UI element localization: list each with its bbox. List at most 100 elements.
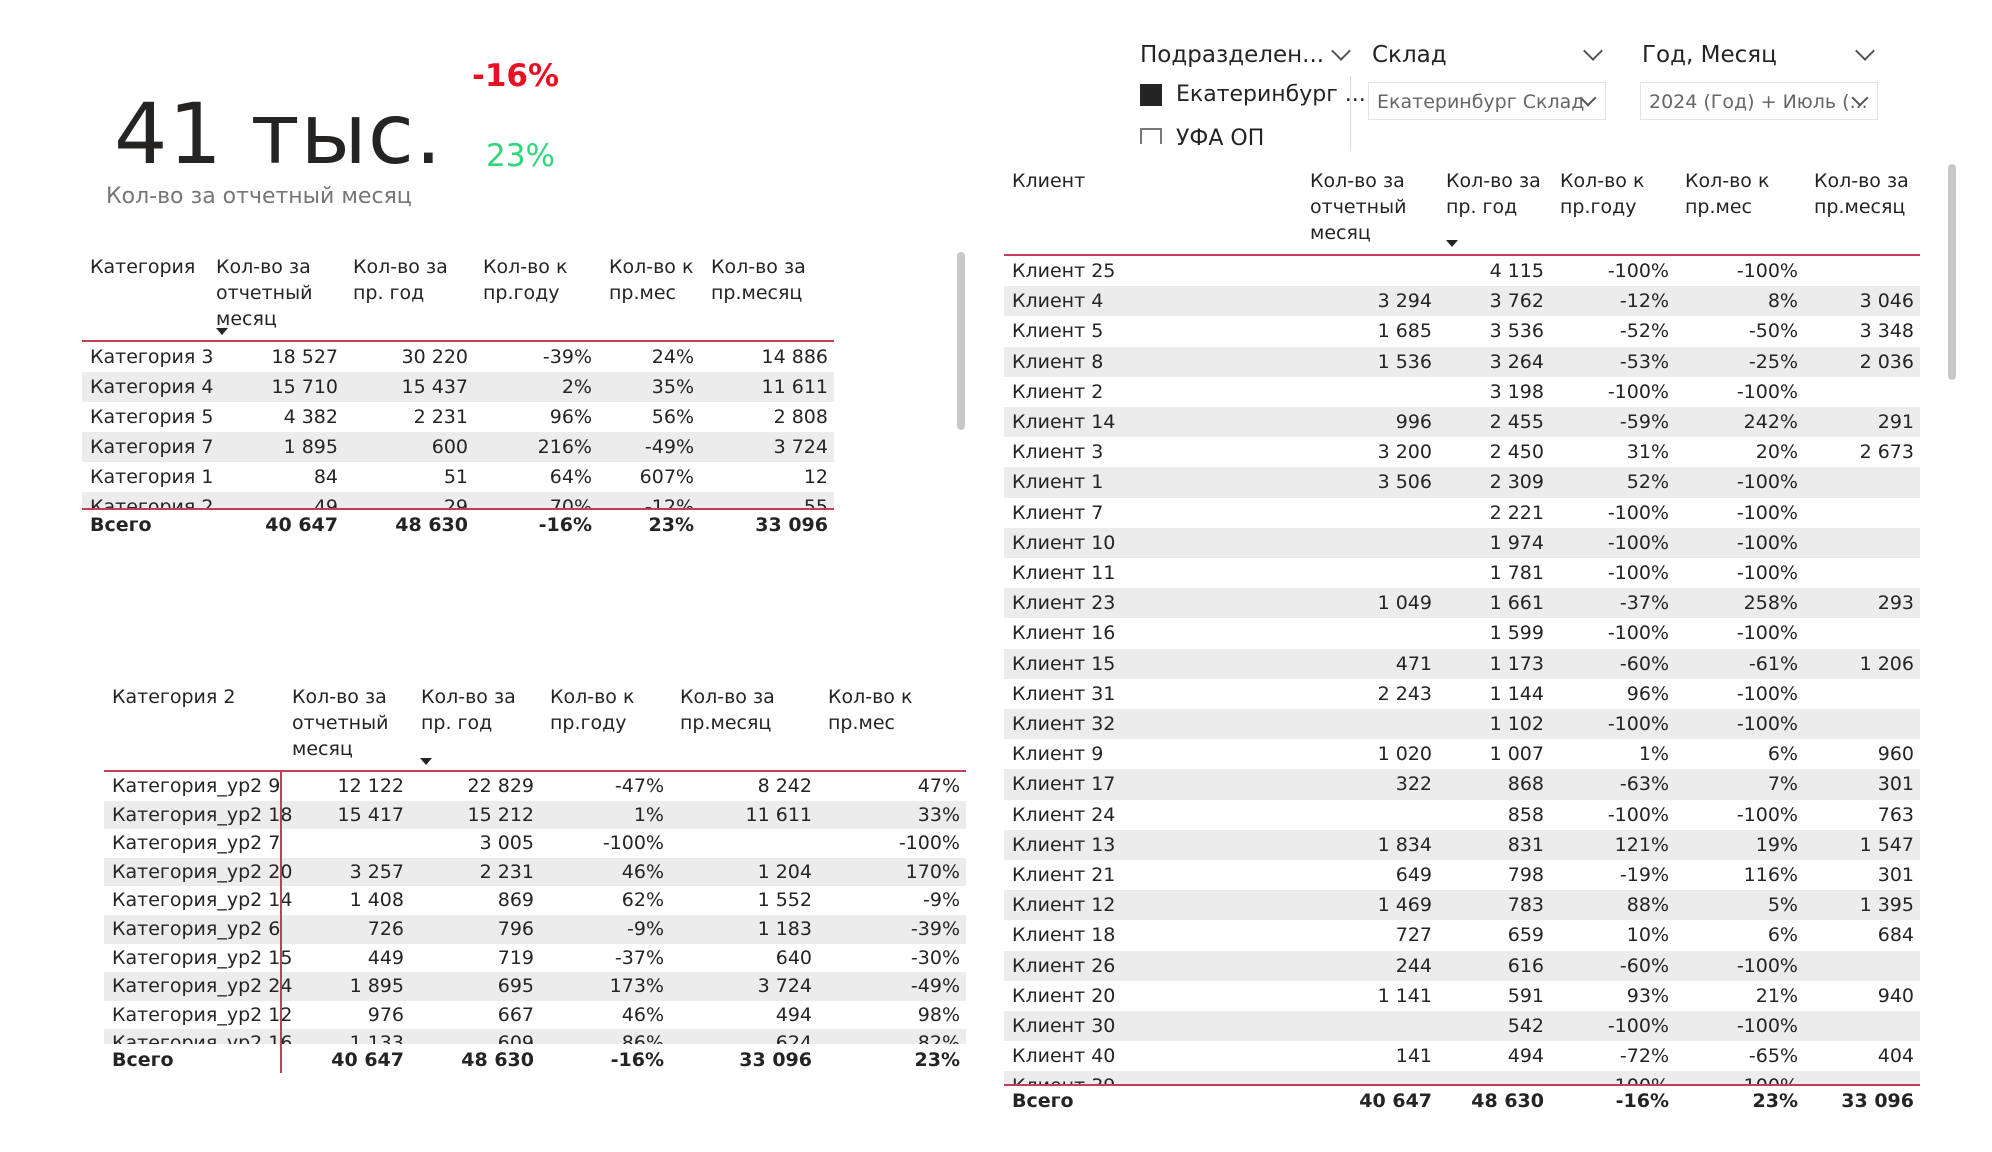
total-value: 23% [914,1049,960,1071]
column-header[interactable]: Категория 2 [112,686,236,708]
table-row[interactable]: Клиент 16 1 599 -100% -100% [1004,618,1920,648]
total-value: 23% [1752,1090,1798,1112]
table-cell: 98% [917,1003,960,1026]
table-cell: 3 724 [773,436,828,458]
table-row[interactable]: Клиент 17 322 868 -63% 7% 301 [1004,769,1920,800]
column-header[interactable]: Кол-во к пр.мес [828,686,913,734]
table-row[interactable]: Клиент 7 2 221 -100% -100% [1004,498,1920,528]
table-row[interactable]: Клиент 25 4 115 -100% -100% [1004,256,1920,286]
table-cell: 10% [1626,924,1669,947]
table-row[interactable]: Категория_ур2 7 3 005 -100% -100% [104,829,966,858]
column-header[interactable]: Кол-во за пр. год [353,256,448,304]
table-cell: 293 [1877,592,1914,615]
table-row[interactable]: Клиент 10 1 974 -100% -100% [1004,527,1920,558]
division-option-1-checkbox[interactable] [1140,84,1162,106]
table-row[interactable]: Категория_ур2 15 449 719 -37% 640 -30% [104,944,966,973]
table-row[interactable]: Клиент 14 996 2 455 -59% 242% 291 [1004,407,1920,438]
chevron-down-icon[interactable] [1331,41,1351,61]
period-dropdown[interactable]: 2024 (Год) + Июль (... [1640,82,1878,120]
table-row[interactable]: Категория_ур2 9 12 122 22 829 -47% 8 242 47% [104,772,966,801]
table-row[interactable]: Клиент 15 471 1 173 -60% -61% 1 206 [1004,648,1920,679]
table-row[interactable]: Клиент 21 649 798 -19% 116% 301 [1004,860,1920,890]
total-value: 48 630 [1471,1090,1544,1112]
table-row[interactable]: Клиент 39 -100% -100% [1004,1071,1920,1084]
table-cell: 4 382 [283,406,338,428]
table-row[interactable]: Категория_ур2 6 726 796 -9% 1 183 -39% [104,915,966,944]
table-row[interactable]: Клиент 13 1 834 831 121% 19% 1 547 [1004,829,1920,860]
client-table-scrollbar[interactable] [1948,164,1956,380]
table-row[interactable]: Клиент 4 3 294 3 762 -12% 8% 3 046 [1004,286,1920,317]
table-row[interactable]: Клиент 20 1 141 591 93% 21% 940 [1004,981,1920,1011]
table-cell: 1 547 [1859,833,1914,856]
table-row[interactable]: Категория 3 18 527 30 220 -39% 24% 14 886 [82,342,834,372]
column-header[interactable]: Кол-во за пр. год [1446,170,1541,218]
column-header[interactable]: Категория [90,256,196,278]
column-header[interactable]: Клиент [1012,170,1086,192]
table-row[interactable]: Клиент 5 1 685 3 536 -52% -50% 3 348 [1004,316,1920,346]
table-row[interactable]: Клиент 12 1 469 783 88% 5% 1 395 [1004,890,1920,921]
table-row[interactable]: Категория 7 1 895 600 216% -49% 3 724 [82,432,834,462]
table-row[interactable]: Клиент 30 542 -100% -100% [1004,1011,1920,1042]
table-row[interactable]: Клиент 1 3 506 2 309 52% -100% [1004,467,1920,498]
chevron-down-icon[interactable] [1583,41,1603,61]
table-row[interactable]: Категория_ур2 24 1 895 695 173% 3 724 -49% [104,972,966,1001]
category-table[interactable]: Категория Кол-во за отчетный месяц Кол-во … [82,254,834,544]
table-cell: 11 611 [761,376,828,398]
table-row[interactable]: Клиент 32 1 102 -100% -100% [1004,709,1920,740]
table-cell: 404 [1877,1045,1914,1068]
table-row[interactable]: Категория 5 4 382 2 231 96% 56% 2 808 [82,402,834,432]
column-header[interactable]: Кол-во к пр.году [483,256,568,304]
column-header[interactable]: Кол-во за пр. год [421,686,516,734]
column-header[interactable]: Кол-во за пр.месяц [680,686,775,734]
table-body: Категория 3 18 527 30 220 -39% 24% 14 886 Кате… [82,342,834,508]
table-row[interactable]: Клиент 23 1 049 1 661 -37% 258% 293 [1004,588,1920,619]
table-row[interactable]: Клиент 26 244 616 -60% -100% [1004,950,1920,981]
table-row[interactable]: Категория_ур2 18 15 417 15 212 1% 11 611 33% [104,800,966,830]
table-cell: Клиент 12 [1012,894,1116,917]
table-cell: 24% [651,346,694,368]
table-row[interactable]: Клиент 31 2 243 1 144 96% -100% [1004,679,1920,709]
division-slicer-scrollbar[interactable] [1350,76,1351,150]
division-option-2-checkbox[interactable] [1140,128,1162,144]
table-cell: Клиент 7 [1012,501,1104,524]
column-header[interactable]: Кол-во за отчетный месяц [216,256,313,330]
category-table-scrollbar[interactable] [957,252,965,430]
table-cell: -100% [1607,1015,1669,1037]
table-row[interactable]: Клиент 24 858 -100% -100% 763 [1004,800,1920,830]
column-header[interactable]: Кол-во за отчетный месяц [1310,170,1407,244]
table-row[interactable]: Категория 4 15 710 15 437 2% 35% 11 611 [82,372,834,402]
table-cell: -100% [1736,682,1798,705]
division-option-2-label[interactable]: УФА ОП [1176,126,1265,146]
column-header[interactable]: Кол-во к пр.мес [609,256,694,304]
column-header[interactable]: Кол-во к пр.году [550,686,635,734]
table-row[interactable]: Категория 1 84 51 64% 607% 12 [82,462,834,492]
table-row[interactable]: Категория_ур2 14 1 408 869 62% 1 552 -9% [104,886,966,915]
table-row[interactable]: Категория_ур2 12 976 667 46% 494 98% [104,1001,966,1030]
table-cell: Клиент 21 [1012,864,1116,886]
table-row[interactable]: Категория_ур2 20 3 257 2 231 46% 1 204 170% [104,857,966,887]
table-row[interactable]: Клиент 3 3 200 2 450 31% 20% 2 673 [1004,437,1920,467]
table-cell: 796 [497,918,534,940]
chevron-down-icon[interactable] [1855,41,1875,61]
division-option-1-label[interactable]: Екатеринбург ... [1176,82,1366,107]
table-row[interactable]: Клиент 40 141 494 -72% -65% 404 [1004,1041,1920,1071]
category2-table[interactable]: Категория 2 Кол-во за отчетный месяц Кол-в… [104,684,966,1084]
table-row[interactable]: Категория_ур2 16 1 133 609 86% 624 82% [104,1029,966,1044]
column-header[interactable]: Кол-во за отчетный месяц [292,686,389,760]
column-header[interactable]: Кол-во к пр.году [1560,170,1645,218]
client-table[interactable]: Клиент Кол-во за отчетный месяц Кол-во за … [1004,168,1920,1118]
table-row[interactable]: Клиент 2 3 198 -100% -100% [1004,377,1920,407]
table-cell: -25% [1748,350,1798,373]
column-header[interactable]: Кол-во к пр.мес [1685,170,1770,218]
column-header[interactable]: Кол-во за пр.месяц [1814,170,1909,218]
warehouse-dropdown[interactable]: Екатеринбург Склад [1368,82,1606,120]
table-row[interactable]: Клиент 18 727 659 10% 6% 684 [1004,920,1920,950]
table-row[interactable]: Категория 2 49 29 70% -12% 55 [82,492,834,508]
column-divider [280,772,282,1073]
table-row[interactable]: Клиент 8 1 536 3 264 -53% -25% 2 036 [1004,346,1920,377]
table-row[interactable]: Клиент 9 1 020 1 007 1% 6% 960 [1004,739,1920,769]
table-cell: Клиент 15 [1012,652,1116,675]
table-cell: 30 220 [401,346,468,368]
table-row[interactable]: Клиент 11 1 781 -100% -100% [1004,558,1920,588]
column-header[interactable]: Кол-во за пр.месяц [711,256,806,304]
